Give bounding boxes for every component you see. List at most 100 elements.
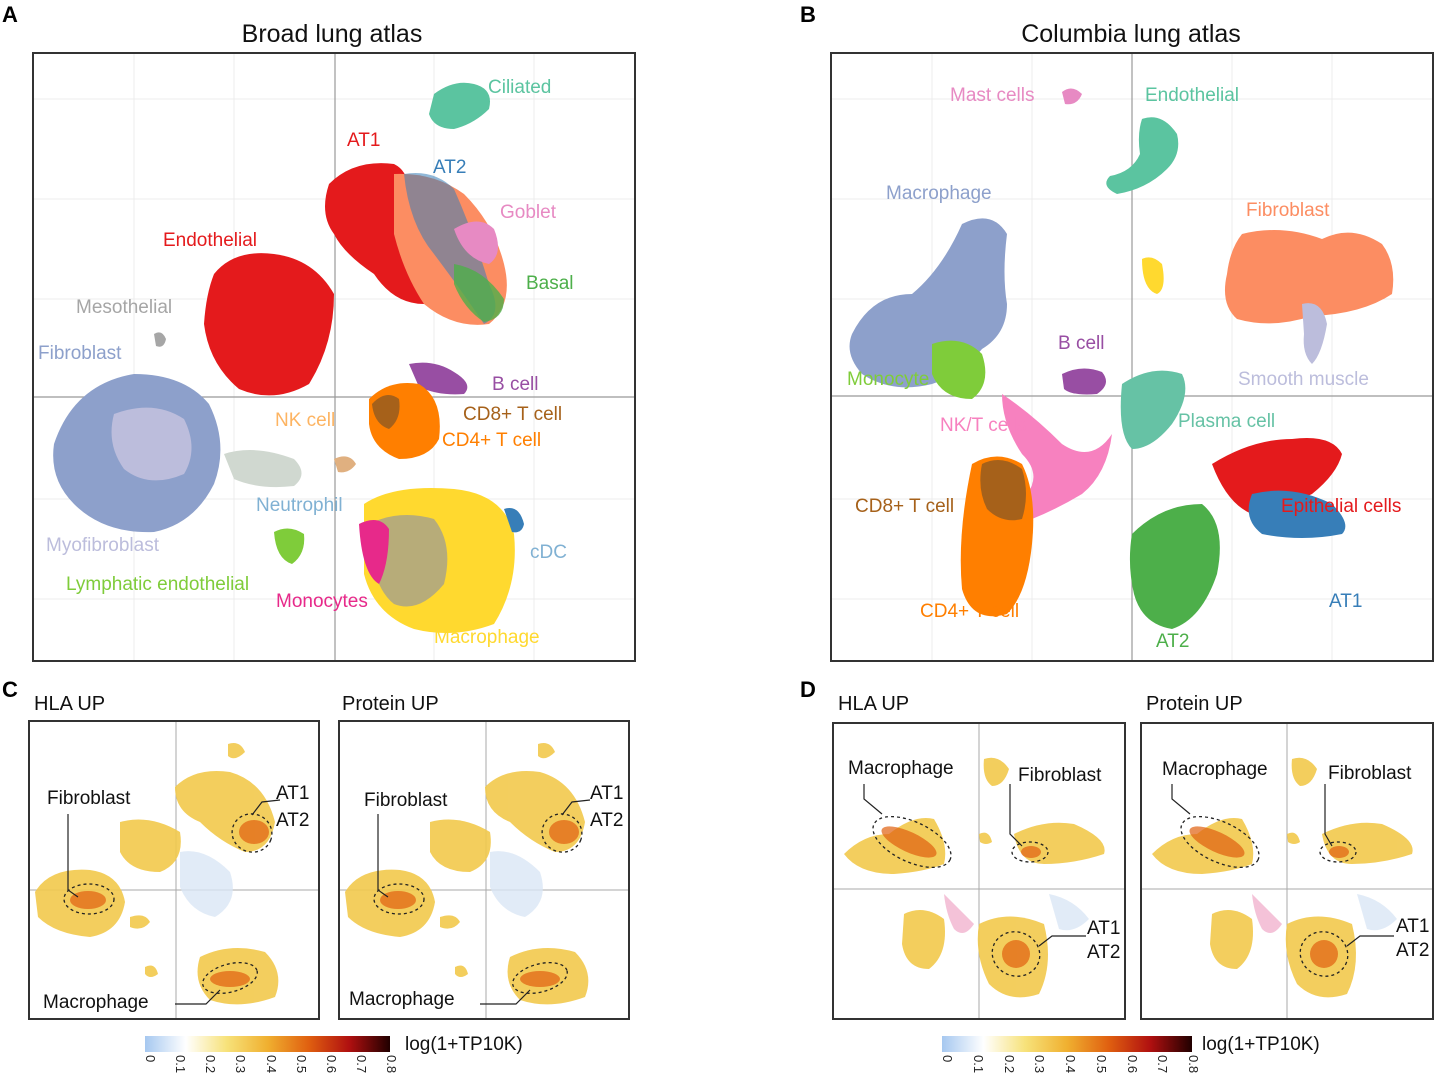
d-right-at1-label: AT1 bbox=[1396, 916, 1430, 937]
cluster-mesothelial bbox=[154, 332, 166, 347]
cluster-b-cd8 bbox=[980, 460, 1026, 521]
label-a-myofibroblast: Myofibroblast bbox=[46, 535, 159, 556]
cluster-ciliated bbox=[429, 82, 490, 129]
panel-c-left-umap bbox=[28, 720, 320, 1020]
cluster-cdc bbox=[504, 508, 524, 533]
label-b-at1: AT1 bbox=[1329, 591, 1363, 612]
cluster-endothelial bbox=[204, 253, 334, 396]
label-a-b-cell: B cell bbox=[492, 374, 539, 395]
cluster-b-fibroblast bbox=[1224, 230, 1394, 324]
panel-c-left-title: HLA UP bbox=[34, 693, 106, 715]
label-b-plasma: Plasma cell bbox=[1178, 411, 1276, 432]
label-b-smooth-muscle: Smooth muscle bbox=[1238, 369, 1369, 390]
cluster-goblet bbox=[454, 221, 498, 264]
label-b-endothelial: Endothelial bbox=[1145, 85, 1240, 106]
cluster-b-endothelial bbox=[1106, 117, 1179, 194]
cluster-b-yellow bbox=[1142, 257, 1164, 294]
label-a-at2: AT2 bbox=[433, 157, 467, 178]
colorbar-tick: 0.3 bbox=[233, 1055, 249, 1074]
colorbar-tick: 0 bbox=[143, 1055, 158, 1063]
d-left-macrophage-label: Macrophage bbox=[848, 758, 954, 779]
cluster-lymphatic bbox=[274, 528, 305, 564]
label-a-endothelial: Endothelial bbox=[163, 230, 258, 251]
label-a-neutrophil: Neutrophil bbox=[256, 495, 343, 516]
label-b-b-cell: B cell bbox=[1058, 333, 1105, 354]
cluster-basal bbox=[454, 264, 504, 322]
panel-a-title: Broad lung atlas bbox=[241, 20, 423, 48]
colorbar-tick: 0.8 bbox=[1186, 1055, 1201, 1074]
label-b-epithelial: Epithelial cells bbox=[1281, 496, 1402, 517]
cluster-b-plasma bbox=[1120, 370, 1186, 449]
label-a-basal: Basal bbox=[526, 273, 574, 294]
panel-letter-d: D bbox=[800, 677, 816, 702]
cluster-nk bbox=[334, 456, 356, 473]
panel-letter-b: B bbox=[800, 2, 816, 27]
colorbar-c-label: log(1+TP10K) bbox=[405, 1034, 523, 1055]
label-a-monocytes: Monocytes bbox=[276, 591, 368, 612]
colorbar-c: 0 0.1 0.2 0.3 0.4 0.5 0.6 0.7 0.8 bbox=[143, 1036, 399, 1073]
label-a-nk-cell: NK cell bbox=[275, 410, 336, 431]
cluster-b-monocyte bbox=[932, 340, 986, 399]
colorbar-tick: 0.2 bbox=[203, 1055, 219, 1074]
d-right-fibroblast-label: Fibroblast bbox=[1328, 763, 1412, 784]
panel-letter-c: C bbox=[2, 677, 18, 702]
label-b-cd4: CD4+ T cell bbox=[920, 601, 1020, 622]
label-b-at2: AT2 bbox=[1156, 631, 1190, 652]
colorbar-tick: 0.5 bbox=[293, 1055, 309, 1074]
label-a-lymphatic: Lymphatic endothelial bbox=[66, 574, 250, 595]
label-a-mesothelial: Mesothelial bbox=[76, 297, 173, 318]
label-a-macrophage: Macrophage bbox=[434, 627, 540, 648]
colorbar-c-gradient bbox=[145, 1036, 390, 1052]
cluster-b-at2 bbox=[1129, 504, 1220, 629]
label-b-fibroblast: Fibroblast bbox=[1246, 200, 1330, 221]
cluster-monocytes bbox=[359, 520, 389, 584]
panel-d-left-umap bbox=[832, 722, 1126, 1020]
panel-d-left-title: HLA UP bbox=[838, 693, 910, 715]
panel-d-right-title: Protein UP bbox=[1146, 693, 1243, 715]
c-left-at2-label: AT2 bbox=[276, 810, 310, 831]
label-b-macrophage: Macrophage bbox=[886, 183, 992, 204]
colorbar-tick: 0.3 bbox=[1032, 1055, 1048, 1074]
colorbar-d: 0 0.1 0.2 0.3 0.4 0.5 0.6 0.7 0.8 bbox=[940, 1036, 1201, 1073]
colorbar-tick: 0 bbox=[940, 1055, 955, 1063]
panel-c-right-umap bbox=[338, 720, 630, 1020]
cluster-neutrophil bbox=[224, 450, 302, 488]
c-left-macrophage-label: Macrophage bbox=[43, 992, 149, 1013]
colorbar-tick: 0.4 bbox=[1063, 1055, 1078, 1074]
panel-letter-a: A bbox=[2, 2, 18, 27]
cluster-b-at1 bbox=[1248, 490, 1346, 538]
c-right-fibroblast-label: Fibroblast bbox=[364, 790, 448, 811]
colorbar-tick: 0.6 bbox=[1124, 1055, 1140, 1074]
panel-d-right-umap bbox=[1140, 722, 1434, 1020]
d-right-at2-label: AT2 bbox=[1396, 940, 1430, 961]
d-left-at1-label: AT1 bbox=[1087, 918, 1121, 939]
colorbar-tick: 0.6 bbox=[323, 1055, 339, 1074]
label-a-ciliated: Ciliated bbox=[488, 77, 552, 98]
d-left-at2-label: AT2 bbox=[1087, 942, 1121, 963]
cluster-b-smooth-muscle bbox=[1302, 303, 1327, 364]
c-left-fibroblast-label: Fibroblast bbox=[47, 788, 131, 809]
colorbar-tick: 0.8 bbox=[384, 1055, 399, 1074]
panel-c-right-title: Protein UP bbox=[342, 693, 439, 715]
panel-b-umap bbox=[830, 52, 1434, 662]
cluster-cd8 bbox=[372, 395, 400, 429]
panel-a-umap bbox=[32, 52, 636, 662]
cluster-b-epithelial bbox=[1212, 438, 1342, 514]
c-left-at1-label: AT1 bbox=[276, 783, 310, 804]
d-right-macrophage-label: Macrophage bbox=[1162, 759, 1268, 780]
colorbar-tick: 0.2 bbox=[1001, 1055, 1017, 1074]
label-a-cdc: cDC bbox=[530, 542, 567, 563]
label-a-cd8: CD8+ T cell bbox=[463, 404, 563, 425]
panel-b-title: Columbia lung atlas bbox=[1021, 20, 1241, 48]
label-b-monocyte: Monocyte bbox=[847, 369, 930, 390]
colorbar-tick: 0.4 bbox=[263, 1055, 279, 1074]
colorbar-tick: 0.1 bbox=[173, 1055, 189, 1074]
colorbar-tick: 0.5 bbox=[1093, 1055, 1109, 1074]
c-right-at2-label: AT2 bbox=[590, 810, 624, 831]
cluster-myofibroblast bbox=[111, 407, 192, 481]
label-b-nkt: NK/T cells bbox=[940, 415, 1027, 436]
cluster-b-b-cell bbox=[1062, 368, 1106, 395]
colorbar-d-label: log(1+TP10K) bbox=[1202, 1034, 1320, 1055]
c-right-macrophage-label: Macrophage bbox=[349, 989, 455, 1010]
colorbar-d-gradient bbox=[942, 1036, 1192, 1052]
